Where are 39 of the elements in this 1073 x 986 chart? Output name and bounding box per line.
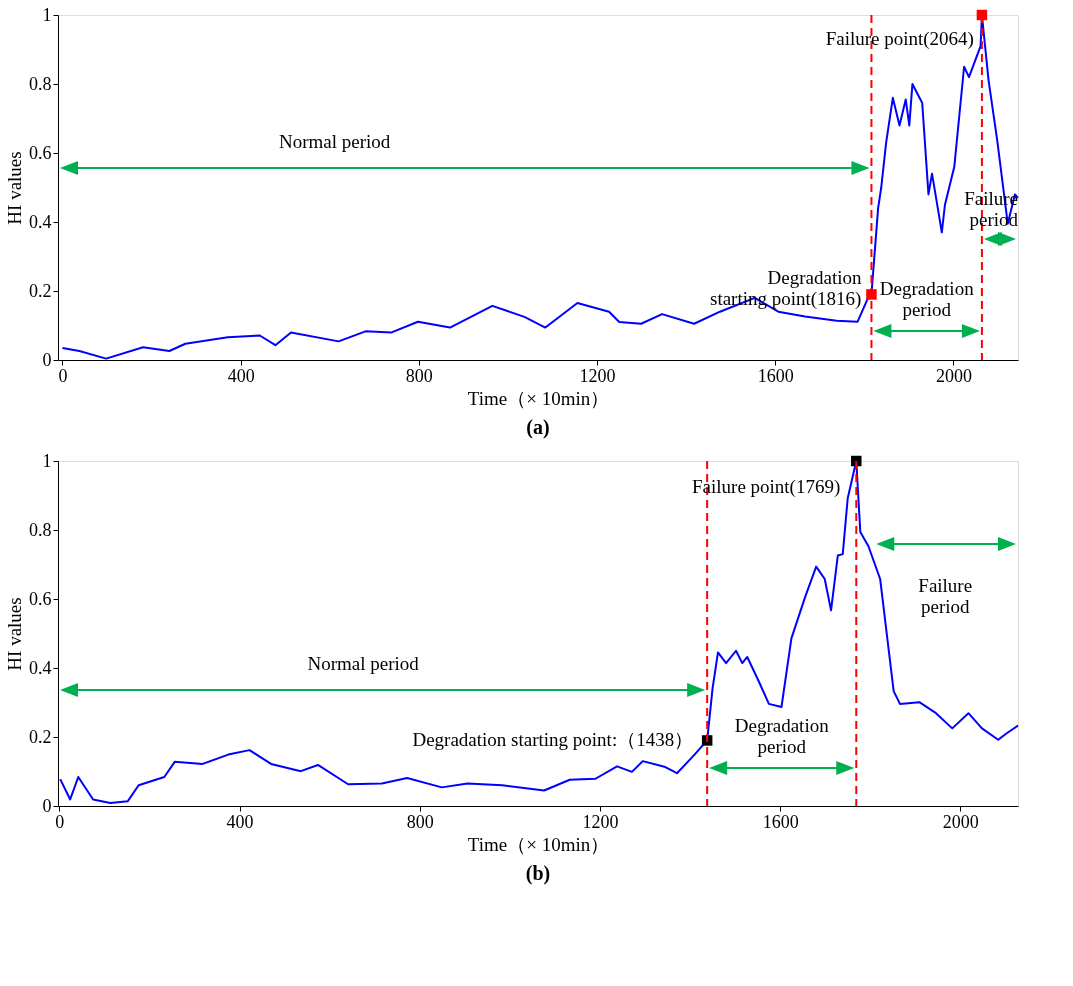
annotation: Degradation period [734,715,830,757]
y-axis-title: HI values [4,151,25,225]
annotation: Normal period [278,131,391,152]
text: (b) [525,862,551,885]
x-tick-label: 1200 [579,365,616,386]
y-tick-label: 0.4 [29,657,52,678]
y-tick-label: 0.6 [29,588,52,609]
x-tick-label: 800 [406,811,434,832]
annotation: Degradation period [879,278,975,320]
y-tick-label: 1 [42,4,52,25]
x-axis-title: Time（× 10min） [467,833,610,855]
x-tick-label: 2000 [942,811,979,832]
x-tick-label: 1200 [582,811,619,832]
y-tick-label: 1 [42,450,52,471]
y-tick-label: 0.6 [29,142,52,163]
annotation: Normal period [307,653,420,674]
annotation: Degradation starting point(1816) [709,267,862,311]
x-tick-label: 400 [227,365,255,386]
y-tick-label: 0.4 [29,211,52,232]
x-tick-label: 0 [58,365,68,386]
text: (a) [526,416,550,439]
y-tick-label: 0.2 [29,726,52,747]
x-tick-label: 2000 [935,365,972,386]
y-tick-label: 0.2 [29,280,52,301]
annotation: Failure point(2064) [825,28,974,50]
annotation: Failure point(1769) [691,476,841,498]
x-tick-label: 1600 [757,365,794,386]
annotation: Failure period [918,575,973,617]
x-tick-label: 800 [405,365,433,386]
y-tick-label: 0.8 [29,519,52,540]
y-tick-label: 0 [42,349,52,370]
y-axis-title: HI values [4,597,25,671]
x-axis-title: Time（× 10min） [467,387,610,409]
x-tick-label: 0 [55,811,65,832]
annotation: Degradation starting point:（1438） [412,729,694,751]
x-tick-label: 400 [226,811,254,832]
x-tick-label: 1600 [762,811,799,832]
y-tick-label: 0.8 [29,73,52,94]
y-tick-label: 0 [42,795,52,816]
